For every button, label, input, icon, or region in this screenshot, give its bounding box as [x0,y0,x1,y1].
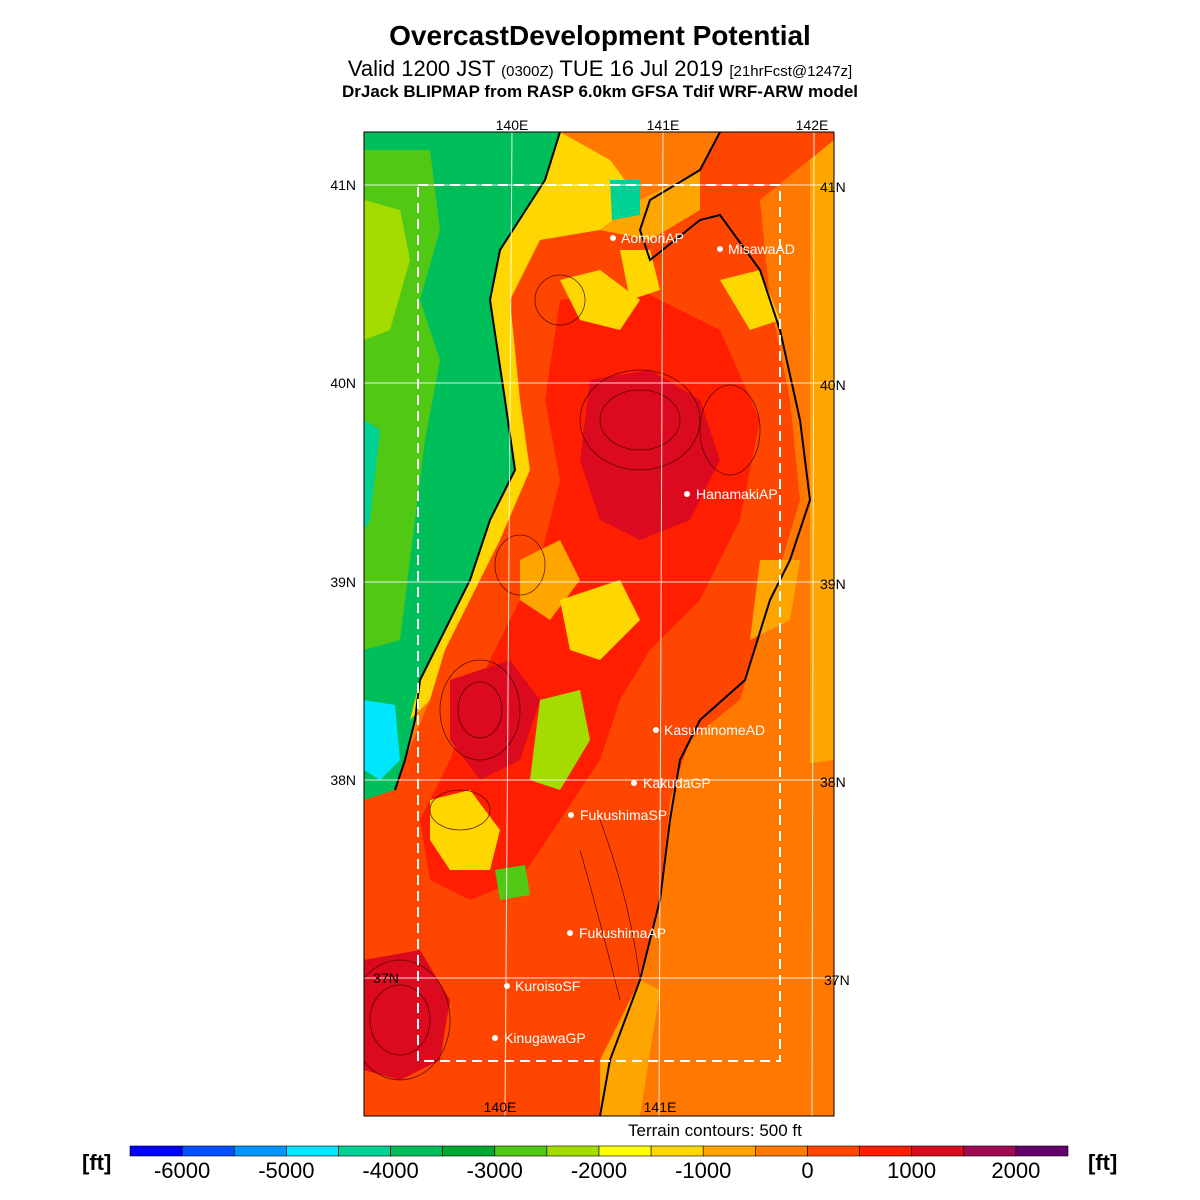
colorbar-label: -1000 [675,1158,732,1183]
colorbar-swatch [963,1145,1017,1157]
inner-domain-box [417,184,781,1062]
axis-labels: 140E 141E 142E 140E 141E 41N 40N 39N 38N… [330,117,849,1115]
colorbar-swatch [702,1145,756,1157]
station-label: KuroisoSF [515,978,580,994]
station-marker: HanamakiAP [684,486,778,502]
valid-date: TUE 16 Jul 2019 [559,56,724,81]
station-label: KasuminomeAD [664,722,765,738]
colorbar-label: -6000 [153,1158,211,1183]
station-label: FukushimaAP [579,925,666,941]
station-label: MisawaAD [728,241,795,257]
station-marker: KakudaGP [631,775,711,791]
station-marker: KasuminomeAD [653,722,765,738]
colorbar-label: -5000 [258,1158,315,1183]
model-info: DrJack BLIPMAP from RASP 6.0km GFSA Tdif… [341,82,859,101]
station-marker: AomoriAP [610,230,684,246]
lat-label-left: 39N [330,574,356,590]
station-label: KakudaGP [643,775,711,791]
colorbar-swatch [598,1145,652,1157]
colorbar [129,1145,1069,1157]
station-marker: MisawaAD [717,241,795,257]
colorbar-unit-right: [ft] [1088,1150,1118,1175]
colorbar-swatch [494,1145,548,1157]
station-label: HanamakiAP [696,486,778,502]
station-label: AomoriAP [621,230,684,246]
colorbar-swatch [442,1145,496,1157]
colorbar-swatch [233,1145,287,1157]
utc-time: (0300Z) [501,63,554,80]
colorbar-swatch [755,1145,808,1157]
colorbar-swatch [1015,1145,1069,1157]
colorbar-swatch [859,1145,912,1157]
lon-label-bottom: 140E [484,1099,517,1115]
colorbar-swatch [129,1145,183,1157]
colorbar-label: -3000 [466,1158,523,1183]
colorbar-label: 0 [801,1158,814,1183]
colorbar-swatch [650,1145,704,1157]
terrain-contour-note: Terrain contours: 500 ft [628,1121,802,1140]
colorbar-label: -2000 [570,1158,628,1183]
colorbar-label: 1000 [887,1158,937,1183]
lat-label-right: 37N [824,972,850,988]
colorbar-swatch [390,1145,443,1157]
map-field [364,132,834,1116]
lon-label-top: 141E [647,117,680,133]
colorbar-label: 2000 [991,1158,1041,1183]
lat-label-left: 41N [330,177,356,193]
lat-label-right: 40N [820,377,846,393]
station-marker: KinugawaGP [492,1030,586,1046]
colorbar-label: -4000 [362,1158,419,1183]
station-marker: KuroisoSF [504,978,580,994]
forecast-info: [21hrFcst@1247z] [729,63,853,80]
colorbar-swatch [807,1145,860,1157]
colorbar-swatch [181,1145,235,1157]
lon-label-bottom: 141E [644,1099,677,1115]
chart-title: OvercastDevelopment Potential [389,20,811,51]
stations: AomoriAP MisawaAD HanamakiAP KasuminomeA… [492,230,795,1046]
station-label: KinugawaGP [504,1030,586,1046]
lon-label-top: 142E [796,117,829,133]
lat-label-right: 39N [820,576,846,592]
colorbar-swatch [911,1145,965,1157]
lat-label-right: 38N [820,774,846,790]
station-label: FukushimaSP [580,807,667,823]
valid-prefix: Valid 1200 JST [347,56,495,81]
colorbar-swatch [546,1145,600,1157]
colorbar-swatch [286,1145,339,1157]
station-marker: FukushimaSP [568,807,667,823]
lat-label-right: 41N [820,179,846,195]
lon-label-top: 140E [496,117,529,133]
colorbar-unit-left: [ft] [82,1150,112,1175]
lat-label-left: 37N [373,970,399,986]
station-marker: FukushimaAP [567,925,666,941]
valid-time: Valid 1200 JST (0300Z) TUE 16 Jul 2019 [… [0,56,1200,82]
lat-label-left: 38N [330,772,356,788]
map-frame [363,131,835,1117]
lat-label-left: 40N [330,375,356,391]
colorbar-swatch [338,1145,391,1157]
